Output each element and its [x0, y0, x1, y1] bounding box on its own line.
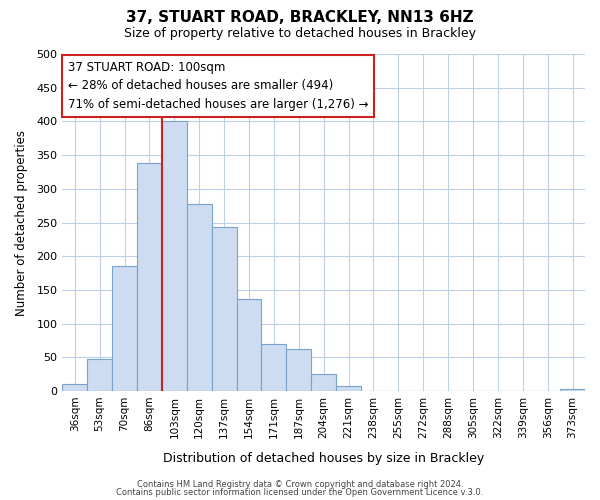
Bar [336, 386, 361, 391]
Bar [212, 228, 236, 391]
Bar [162, 122, 187, 391]
Bar [311, 374, 336, 391]
Bar [87, 360, 112, 391]
Bar [112, 266, 137, 391]
Text: Size of property relative to detached houses in Brackley: Size of property relative to detached ho… [124, 28, 476, 40]
X-axis label: Distribution of detached houses by size in Brackley: Distribution of detached houses by size … [163, 452, 484, 465]
Bar [62, 384, 87, 391]
Text: Contains public sector information licensed under the Open Government Licence v.: Contains public sector information licen… [116, 488, 484, 497]
Text: Contains HM Land Registry data © Crown copyright and database right 2024.: Contains HM Land Registry data © Crown c… [137, 480, 463, 489]
Text: 37, STUART ROAD, BRACKLEY, NN13 6HZ: 37, STUART ROAD, BRACKLEY, NN13 6HZ [126, 10, 474, 25]
Text: 37 STUART ROAD: 100sqm
← 28% of detached houses are smaller (494)
71% of semi-de: 37 STUART ROAD: 100sqm ← 28% of detached… [68, 60, 368, 110]
Bar [560, 389, 585, 391]
Bar [187, 204, 212, 391]
Bar [262, 344, 286, 391]
Bar [137, 163, 162, 391]
Bar [286, 350, 311, 391]
Y-axis label: Number of detached properties: Number of detached properties [15, 130, 28, 316]
Bar [236, 299, 262, 391]
